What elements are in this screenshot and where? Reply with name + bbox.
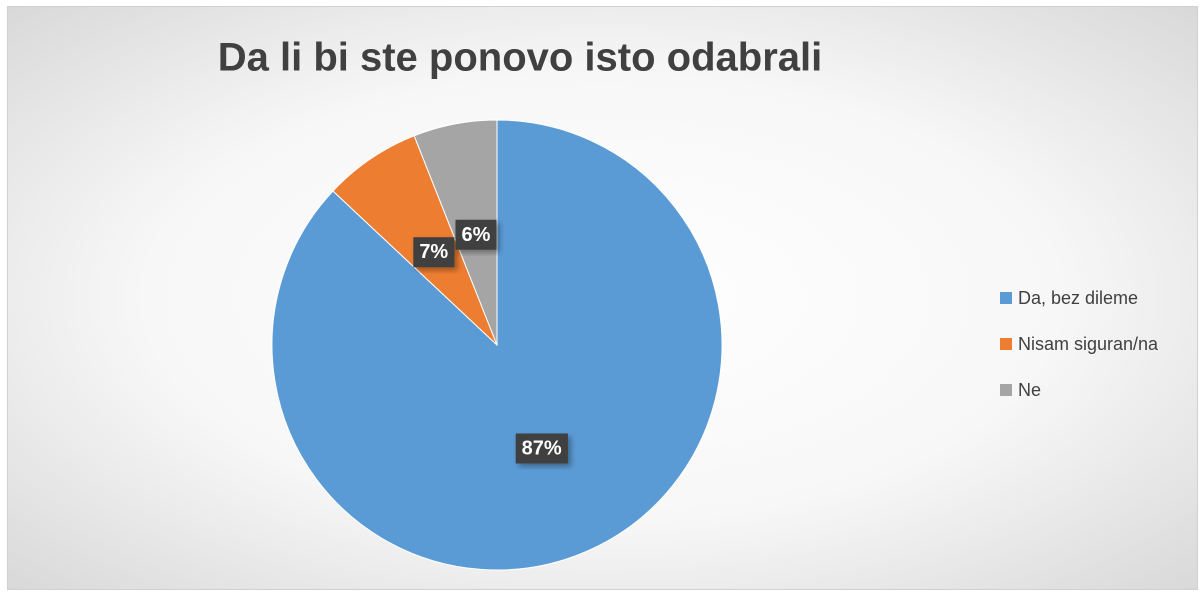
data-label: 6% [455,219,497,250]
pie [271,119,723,571]
chart-title: Da li bi ste ponovo isto odabrali [218,36,823,80]
legend-swatch [1000,292,1012,304]
legend-label: Ne [1018,380,1041,400]
data-labels: 87% 7% 6% [413,219,568,464]
data-label-box [413,237,455,268]
data-label-text: 7% [419,241,448,263]
data-label-text: 87% [522,438,562,460]
legend-swatch [1000,338,1012,350]
data-label: 87% [515,433,568,464]
legend-label: Da, bez dileme [1018,288,1138,308]
data-label: 7% [413,237,455,268]
legend: Da, bez dileme Nisam siguran/na Ne [1000,288,1159,400]
legend-label: Nisam siguran/na [1018,334,1159,354]
legend-swatch [1000,384,1012,396]
data-label-box [455,219,497,250]
data-label-box [515,433,568,464]
data-label-text: 6% [461,224,490,246]
